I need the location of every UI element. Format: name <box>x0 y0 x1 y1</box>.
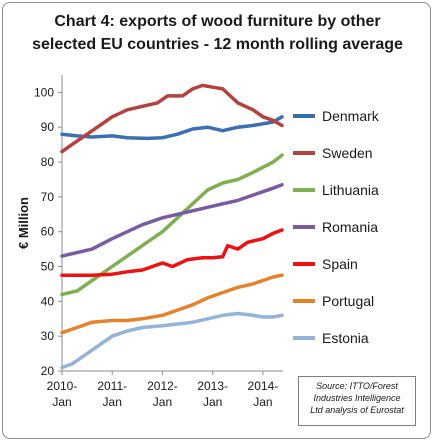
y-tick-label: 20 <box>41 364 55 378</box>
chart-axes: 20 30 40 50 60 70 80 90 100 2010- Jan 2011- Jan 2012-… <box>16 75 283 409</box>
x-tick-label-year: 2014- <box>248 379 279 393</box>
legend-label-estonia: Estonia <box>322 330 369 346</box>
chart-title-line-1: Chart 4: exports of wood furniture by ot… <box>54 13 381 30</box>
chart-title: Chart 4: exports of wood furniture by ot… <box>0 10 435 56</box>
source-note-line-2: Industries Intelligence <box>313 393 401 403</box>
y-tick-label: 30 <box>41 329 55 343</box>
series-line-romania <box>60 182 284 258</box>
x-tick-label-month: Jan <box>52 395 71 409</box>
x-tick-label-month: Jan <box>203 395 222 409</box>
legend-label-sweden: Sweden <box>322 145 373 161</box>
y-tick-label: 40 <box>41 294 55 308</box>
x-tick-label-year: 2013- <box>197 379 228 393</box>
legend-label-romania: Romania <box>322 219 378 235</box>
y-tick-label: 100 <box>34 85 54 99</box>
x-tick-label-year: 2012- <box>147 379 178 393</box>
series-line-portugal <box>60 273 284 335</box>
legend-label-lithuania: Lithuania <box>322 182 379 198</box>
series-line-sweden <box>60 83 284 154</box>
y-tick-label: 90 <box>41 120 55 134</box>
source-note: Source: ITTO/Forest Industries Intellige… <box>298 376 416 426</box>
source-note-line-1: Source: ITTO/Forest <box>316 381 398 391</box>
legend-label-portugal: Portugal <box>322 293 374 309</box>
x-tick-label-month: Jan <box>253 395 272 409</box>
y-tick-label: 60 <box>41 225 55 239</box>
source-note-line-3: Ltd analysis of Eurostat <box>310 405 404 415</box>
x-tick-label-year: 2011- <box>97 379 127 393</box>
series-line-estonia <box>60 311 284 370</box>
y-tick-label: 70 <box>41 190 55 204</box>
y-tick-label: 50 <box>41 260 55 274</box>
y-axis-label: € Million <box>16 197 31 249</box>
x-tick-label-year: 2010- <box>47 379 78 393</box>
series-line-spain <box>60 228 284 277</box>
x-tick-label-month: Jan <box>153 395 172 409</box>
series-lines <box>60 83 284 370</box>
chart-frame <box>2 2 431 439</box>
series-line-denmark <box>60 115 284 141</box>
chart-title-line-2: selected EU countries - 12 month rolling… <box>32 36 403 53</box>
chart-legend: Denmark Sweden Lithuania Romania Spain Portug… <box>293 108 380 346</box>
x-tick-label-month: Jan <box>103 395 122 409</box>
legend-label-denmark: Denmark <box>322 108 380 124</box>
legend-label-spain: Spain <box>322 256 358 272</box>
y-tick-label: 80 <box>41 155 55 169</box>
